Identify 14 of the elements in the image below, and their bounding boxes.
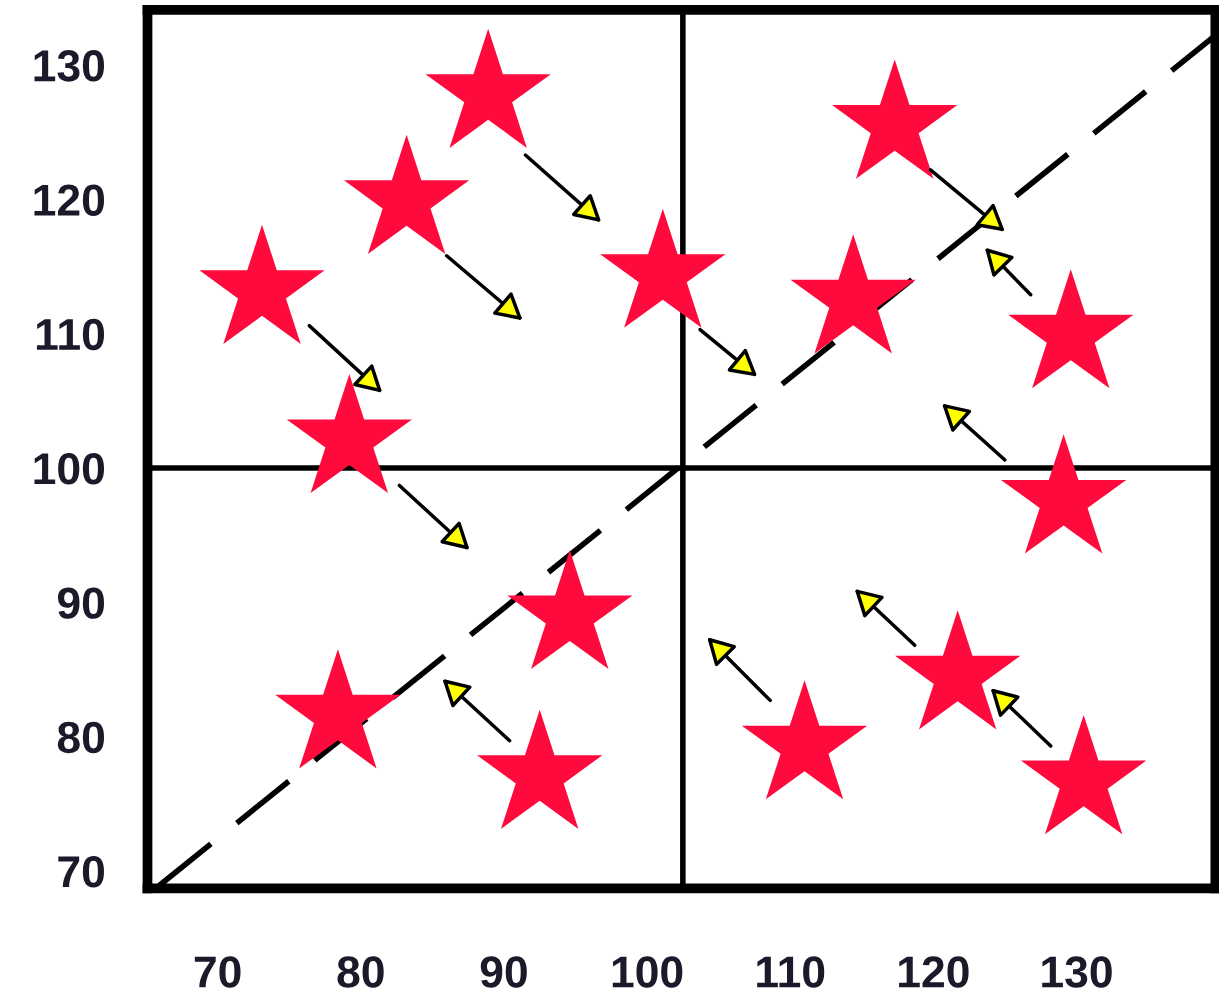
y-tick-label: 100 xyxy=(34,453,105,485)
y-tick-label: 70 xyxy=(58,856,105,888)
y-tick-label: 120 xyxy=(34,184,105,216)
x-tick-label: 100 xyxy=(612,956,683,988)
y-tick-label: 110 xyxy=(36,318,105,351)
x-tick-label: 70 xyxy=(194,956,241,988)
y-tick-label: 80 xyxy=(57,721,105,754)
y-tick-label: 130 xyxy=(34,50,105,82)
x-tick-label: 80 xyxy=(337,956,384,988)
x-tick-label: 110 xyxy=(757,956,825,988)
x-tick-label: 130 xyxy=(1042,956,1112,988)
x-tick-label: 120 xyxy=(899,956,969,988)
x-tick-label: 90 xyxy=(480,956,527,988)
y-tick-label: 90 xyxy=(57,587,105,619)
